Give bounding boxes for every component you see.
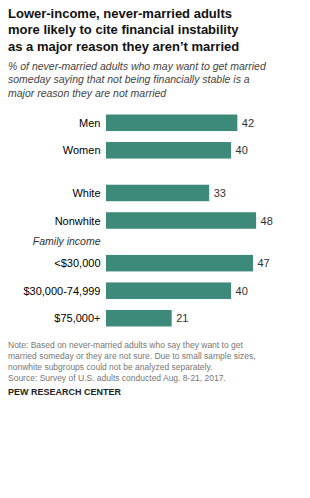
svg-text:<$30,000: <$30,000 <box>54 257 100 269</box>
html-text:Note: Based on never-married a: Note: Based on never-married adults who … <box>8 339 256 383</box>
html-text:% of never-married adults who: % of never-married adults who may want t… <box>8 59 266 99</box>
svg-text:$75,000+: $75,000+ <box>54 312 100 324</box>
svg-text:Family income: Family income <box>33 235 101 247</box>
svg-text:40: 40 <box>236 144 248 156</box>
svg-text:48: 48 <box>261 214 273 226</box>
html-text:PEW RESEARCH CENTER: PEW RESEARCH CENTER <box>8 386 121 397</box>
svg-text:40: 40 <box>236 284 248 296</box>
svg-text:Nonwhite: Nonwhite <box>55 214 101 226</box>
svg-text:$30,000-74,999: $30,000-74,999 <box>23 284 100 296</box>
svg-text:Women: Women <box>63 144 101 156</box>
svg-text:White: White <box>72 187 100 199</box>
svg-text:Men: Men <box>79 116 100 128</box>
svg-text:42: 42 <box>242 116 254 128</box>
html-text:Lower-income, never-married ad: Lower-income, never-married adults more … <box>8 6 240 54</box>
svg-text:21: 21 <box>176 312 188 324</box>
svg-text:47: 47 <box>257 257 269 269</box>
svg-text:33: 33 <box>214 187 226 199</box>
